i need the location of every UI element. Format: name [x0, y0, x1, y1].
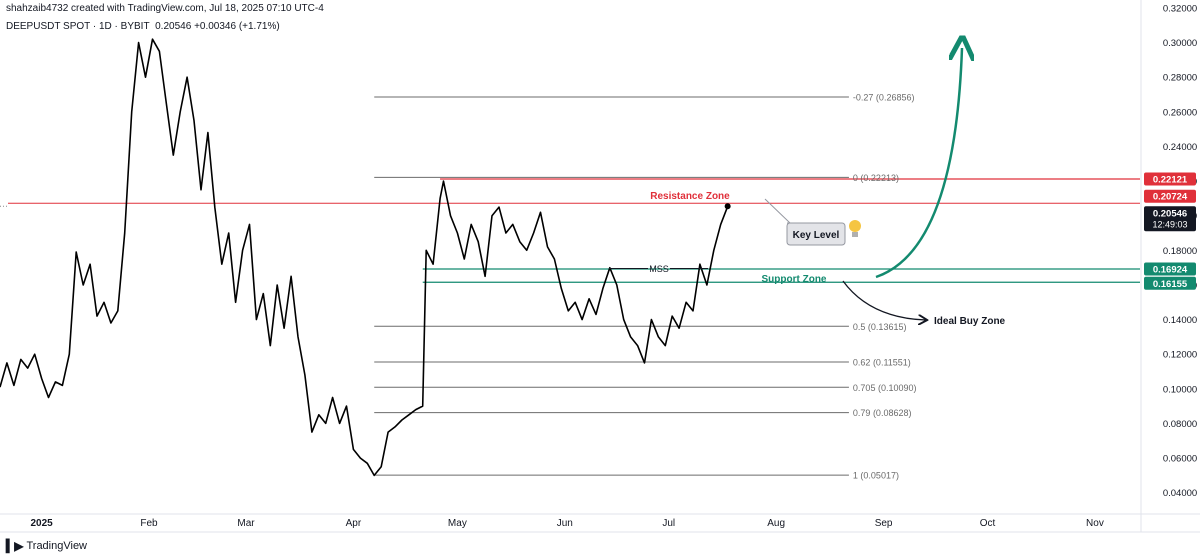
symbol-price: 0.20546 — [155, 21, 192, 32]
price-tag-support-bottom-bg — [1144, 276, 1196, 290]
x-tick-label: Sep — [875, 518, 893, 529]
chart-attribution: shahzaib4732 created with TradingView.co… — [6, 3, 324, 14]
fib-level-label: 0.705 (0.10090) — [853, 383, 917, 393]
price-tag-support-top: 0.16924 — [1153, 264, 1188, 275]
key-level-box — [786, 222, 846, 246]
price-tag-support-top-bg — [1144, 262, 1196, 276]
resistance-zone-label: Resistance Zone — [650, 191, 730, 202]
tradingview-logo-icon: ▍▶ — [6, 539, 23, 553]
y-tick-label: 0.08000 — [1163, 419, 1197, 430]
fib-level-label: 1 (0.05017) — [853, 471, 899, 481]
tradingview-footer[interactable]: ▍▶ TradingView — [6, 539, 87, 553]
y-tick-label: 0.14000 — [1163, 315, 1197, 326]
key-level-pointer — [764, 198, 792, 224]
lightbulb-icon — [849, 220, 861, 237]
fib-level-label: 0.62 (0.11551) — [853, 357, 911, 367]
x-tick-label: Nov — [1086, 518, 1104, 529]
price-tag-resistance-bottom: 0.20724 — [1153, 192, 1188, 203]
symbol-name[interactable]: DEEPUSDT SPOT · 1D · BYBIT — [6, 21, 150, 32]
y-tick-label: 0.24000 — [1163, 142, 1197, 153]
x-tick-label: Jul — [662, 518, 675, 529]
price-tag-resistance-bottom-bg — [1144, 189, 1196, 203]
x-tick-label: Apr — [346, 518, 362, 529]
price-tag-resistance-top-bg — [1144, 172, 1196, 186]
lightbulb-glass — [849, 220, 861, 232]
bullish-projection-arrow — [875, 48, 962, 279]
fib-level-label: 0.5 (0.13615) — [853, 322, 907, 332]
x-tick-label: 2025 — [30, 518, 53, 529]
y-tick-label: 0.06000 — [1163, 454, 1197, 465]
y-tick-label: 0.32000 — [1163, 4, 1197, 15]
x-tick-label: Mar — [237, 518, 255, 529]
x-tick-label: Feb — [140, 518, 158, 529]
price-tag-resistance-top: 0.22121 — [1153, 175, 1188, 186]
y-tick-label: 0.10000 — [1163, 384, 1197, 395]
fib-level-label: 0 (0.22213) — [853, 173, 899, 183]
x-tick-label: Aug — [767, 518, 785, 529]
y-tick-label: 0.30000 — [1163, 38, 1197, 49]
price-line-series[interactable] — [0, 38, 729, 477]
y-tick-label: 0.04000 — [1163, 488, 1197, 499]
ideal-buy-zone-label: Ideal Buy Zone — [934, 316, 1006, 327]
price-tag-countdown: 12:49:03 — [1152, 219, 1187, 229]
fib-level-label: -0.27 (0.26856) — [853, 93, 915, 103]
ideal-buy-arrow — [842, 280, 926, 320]
x-tick-label: May — [448, 518, 467, 529]
price-tag-current-bg — [1144, 206, 1196, 232]
symbol-change: +0.00346 (+1.71%) — [194, 21, 280, 32]
lightbulb-base — [852, 232, 858, 237]
price-tag-current: 0.20546 — [1153, 208, 1187, 219]
footer-brand: TradingView — [26, 540, 88, 552]
mss-label: MSS — [649, 264, 669, 274]
price-tag-support-bottom: 0.16155 — [1153, 279, 1188, 290]
y-tick-label: 0.18000 — [1163, 246, 1197, 257]
symbol-info: DEEPUSDT SPOT · 1D · BYBIT 0.20546 +0.00… — [6, 21, 280, 32]
last-price-dot — [724, 203, 731, 210]
key-level-label: Key Level — [793, 230, 840, 241]
fib-level-label: 0.79 (0.08628) — [853, 408, 912, 418]
support-zone-label: Support Zone — [762, 274, 827, 285]
y-tick-label: 0.28000 — [1163, 73, 1197, 84]
y-tick-label: 0.26000 — [1163, 107, 1197, 118]
x-tick-label: Jun — [557, 518, 573, 529]
y-tick-label: 0.12000 — [1163, 350, 1197, 361]
x-tick-label: Oct — [980, 518, 996, 529]
